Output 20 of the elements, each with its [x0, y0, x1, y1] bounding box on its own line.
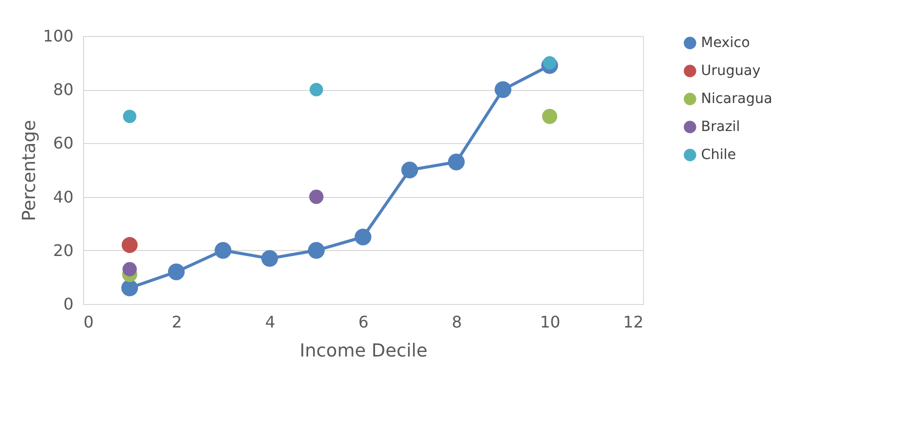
legend-label: Nicaragua [701, 91, 772, 107]
x-tick-label: 6 [358, 312, 369, 332]
legend-label: Uruguay [701, 63, 760, 79]
x-tick-label: 0 [84, 312, 94, 332]
x-tick-label: 4 [265, 312, 276, 332]
y-tick-label: 100 [42, 26, 74, 46]
y-axis-title: Percentage [18, 120, 40, 222]
x-tick-label: 10 [540, 312, 560, 332]
y-tick-label: 60 [53, 134, 74, 153]
x-tick-label: 2 [172, 312, 182, 332]
legend-label: Mexico [701, 35, 750, 51]
legend-label: Chile [701, 147, 736, 163]
x-axis-title: Income Decile [300, 340, 428, 362]
y-tick-label: 40 [53, 187, 74, 206]
y-tick-label: 20 [53, 240, 74, 260]
y-tick-label: 0 [63, 294, 74, 314]
x-tick-label: 12 [623, 312, 644, 332]
x-tick-label: 8 [452, 312, 462, 332]
y-tick-label: 80 [53, 80, 74, 100]
legend-label: Brazil [701, 119, 740, 135]
